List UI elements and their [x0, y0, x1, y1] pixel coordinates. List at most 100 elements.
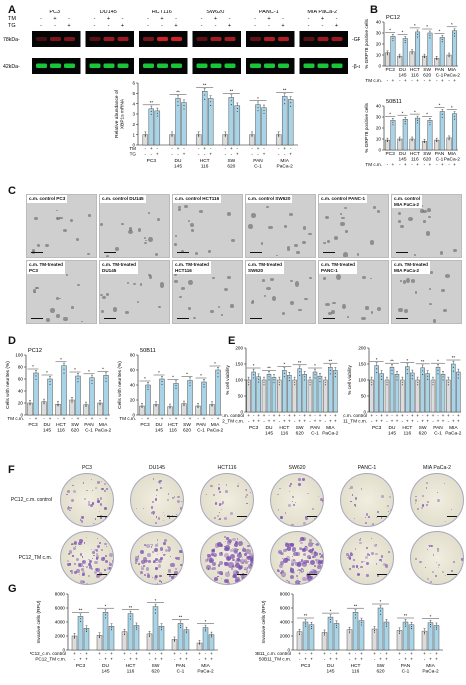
stained-cell [321, 499, 323, 503]
data-point [314, 374, 316, 376]
stained-cell [302, 552, 306, 556]
stained-cell [158, 579, 162, 583]
stained-cell [172, 514, 174, 516]
actin-band [36, 63, 47, 68]
cell [397, 220, 402, 223]
data-point [448, 56, 450, 58]
blot-tm-sign: - [147, 16, 149, 22]
western-blot: TMTGPC3--+--+DU145--+--+HCT116--+--+SW62… [3, 10, 360, 74]
stained-cell [231, 547, 234, 549]
micrograph-label: c.m. TM-treated HCT116 [173, 261, 211, 275]
treatment-sign: - [145, 147, 147, 152]
treatment-sign: + [273, 420, 276, 425]
stained-cell [421, 504, 425, 507]
data-point [155, 405, 157, 407]
treatment-sign: - [417, 420, 419, 425]
stained-cell [71, 571, 74, 574]
grp78-band [210, 37, 222, 41]
cell [49, 307, 55, 313]
cell [46, 318, 50, 322]
cell [100, 222, 104, 227]
treatment-sign: + [257, 147, 260, 152]
y-tick-label: 8000 [280, 592, 291, 597]
significance-mark: * [330, 608, 332, 613]
x-tick-label: C-1 [434, 431, 442, 437]
stained-cell [365, 517, 367, 519]
data-point [319, 378, 321, 380]
treatment-sign: + [288, 420, 291, 425]
data-point [177, 101, 179, 103]
cell [212, 276, 215, 280]
stained-cell [246, 544, 250, 548]
micrograph-label: c.m. TM-treated PANC-1 [319, 261, 357, 275]
cell [174, 280, 179, 283]
significance-mark: * [451, 22, 453, 27]
stained-cell [357, 572, 361, 576]
y-tick-label: 0 [378, 148, 381, 153]
cell [453, 248, 457, 252]
bar [177, 623, 184, 651]
cell [429, 288, 432, 290]
treatment-sign: + [396, 420, 399, 425]
actin-band [50, 63, 61, 68]
data-point [432, 381, 434, 383]
treatment-sign: + [391, 420, 394, 425]
stained-cell [312, 542, 314, 545]
cell [361, 316, 366, 321]
treatment-sign: - [424, 163, 426, 168]
data-point [429, 124, 431, 126]
data-point [398, 631, 401, 633]
stained-cell [445, 521, 447, 523]
stained-cell [291, 547, 297, 552]
treatment-sign: + [177, 147, 180, 152]
y-tick-label: 40 [18, 389, 24, 394]
grp78-band [103, 37, 115, 41]
treatment-sign: + [150, 147, 153, 152]
stained-cell [296, 577, 298, 579]
data-point [204, 630, 207, 632]
stained-cell [305, 559, 310, 564]
x-tick-label: 145 [174, 164, 182, 170]
stained-cell [426, 577, 430, 581]
cell [362, 275, 366, 279]
stained-cell [92, 489, 94, 492]
stained-cell [388, 551, 391, 554]
x-tick-label: 145 [155, 428, 163, 434]
stained-cell [350, 552, 352, 554]
treatment-sign: - [251, 153, 253, 158]
stained-cell [346, 553, 350, 556]
blot-tm-sign: + [321, 16, 324, 22]
treatment-sign: - [183, 147, 185, 152]
data-point [386, 381, 388, 383]
stained-cell [157, 582, 159, 584]
treatment-sign: - [211, 417, 213, 422]
data-point [410, 628, 413, 630]
stained-cell [389, 496, 392, 498]
treatment-row-label: TM [129, 146, 136, 151]
treatment-sign: + [160, 658, 163, 663]
stained-cell [291, 495, 295, 499]
invasion-dish [340, 531, 394, 585]
treatment-sign: + [329, 658, 332, 663]
x-tick-label: PAN [176, 663, 186, 669]
grp78-band [64, 37, 75, 41]
stained-cell [303, 522, 306, 525]
data-point [283, 372, 285, 374]
stained-cell [79, 544, 81, 546]
cell [344, 230, 349, 234]
cell [45, 244, 49, 248]
x-tick-label: PC3 [147, 158, 157, 164]
cell [341, 216, 345, 220]
stained-cell [312, 508, 315, 511]
stained-cell [154, 557, 158, 561]
y-tick-label: 4000 [55, 620, 66, 625]
stained-cell [320, 498, 323, 501]
stained-cell [245, 548, 251, 554]
treatment-sign: - [349, 658, 351, 663]
treatment-sign: - [105, 652, 107, 657]
y-tick-label: 30 [376, 31, 382, 36]
stained-cell [232, 565, 234, 568]
treatment-sign: + [160, 652, 163, 657]
x-tick-label: 620 [423, 157, 431, 163]
